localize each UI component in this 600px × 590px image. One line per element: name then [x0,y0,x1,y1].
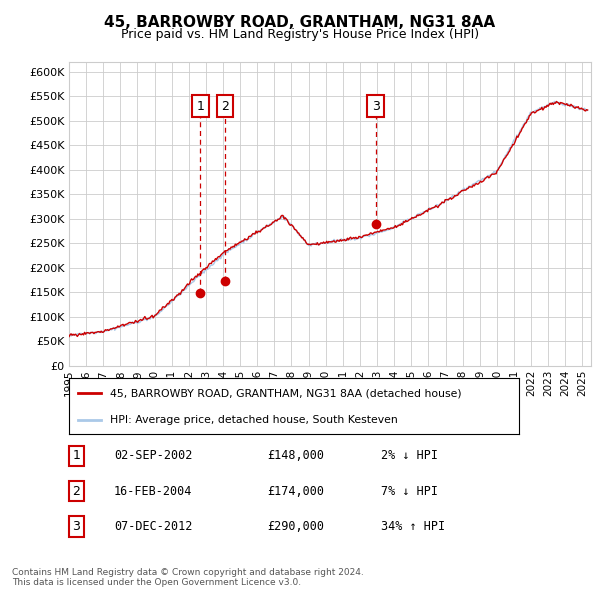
Text: 2: 2 [221,100,229,113]
Text: 16-FEB-2004: 16-FEB-2004 [114,484,193,498]
Text: 2% ↓ HPI: 2% ↓ HPI [381,449,438,463]
Text: 1: 1 [72,449,80,463]
Text: 34% ↑ HPI: 34% ↑ HPI [381,520,445,533]
Text: 1: 1 [196,100,204,113]
Text: 3: 3 [372,100,380,113]
Text: 2: 2 [72,484,80,498]
Text: HPI: Average price, detached house, South Kesteven: HPI: Average price, detached house, Sout… [110,415,397,425]
Text: 07-DEC-2012: 07-DEC-2012 [114,520,193,533]
Text: £148,000: £148,000 [267,449,324,463]
Text: 7% ↓ HPI: 7% ↓ HPI [381,484,438,498]
Text: Contains HM Land Registry data © Crown copyright and database right 2024.
This d: Contains HM Land Registry data © Crown c… [12,568,364,587]
Text: £174,000: £174,000 [267,484,324,498]
Text: 45, BARROWBY ROAD, GRANTHAM, NG31 8AA: 45, BARROWBY ROAD, GRANTHAM, NG31 8AA [104,15,496,30]
Text: 02-SEP-2002: 02-SEP-2002 [114,449,193,463]
Text: Price paid vs. HM Land Registry's House Price Index (HPI): Price paid vs. HM Land Registry's House … [121,28,479,41]
Text: 3: 3 [72,520,80,533]
Text: £290,000: £290,000 [267,520,324,533]
Text: 45, BARROWBY ROAD, GRANTHAM, NG31 8AA (detached house): 45, BARROWBY ROAD, GRANTHAM, NG31 8AA (d… [110,388,461,398]
